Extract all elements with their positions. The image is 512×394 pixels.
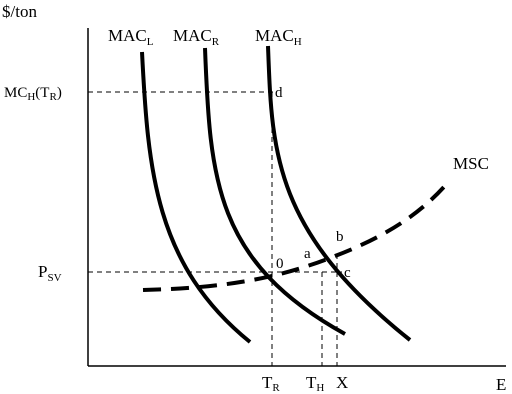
- mc-tick-label: MCH(TR): [4, 85, 62, 103]
- mac-low-curve: [140, 51, 252, 344]
- msc-curve: [142, 178, 452, 292]
- mac-r-curve: [203, 47, 346, 336]
- y-axis-label: $/ton: [2, 2, 37, 21]
- point-b-label: b: [336, 229, 344, 245]
- x-axis-label: E: [496, 375, 506, 394]
- th-tick-label: TH: [306, 373, 324, 394]
- tr-tick-label: TR: [262, 373, 280, 394]
- psv-tick-label: PSV: [38, 262, 62, 284]
- mac-r-label: MACR: [173, 26, 220, 48]
- point-a-label: a: [304, 246, 311, 262]
- point-d-label: d: [275, 85, 283, 101]
- point-c-label: c: [344, 265, 351, 281]
- x-tick-label: X: [336, 373, 348, 392]
- mac-high-label: MACH: [255, 26, 302, 48]
- msc-label: MSC: [453, 154, 489, 173]
- mac-low-label: MACL: [108, 26, 154, 48]
- point-zero-label: 0: [276, 256, 284, 272]
- mac-high-curve: [266, 45, 412, 342]
